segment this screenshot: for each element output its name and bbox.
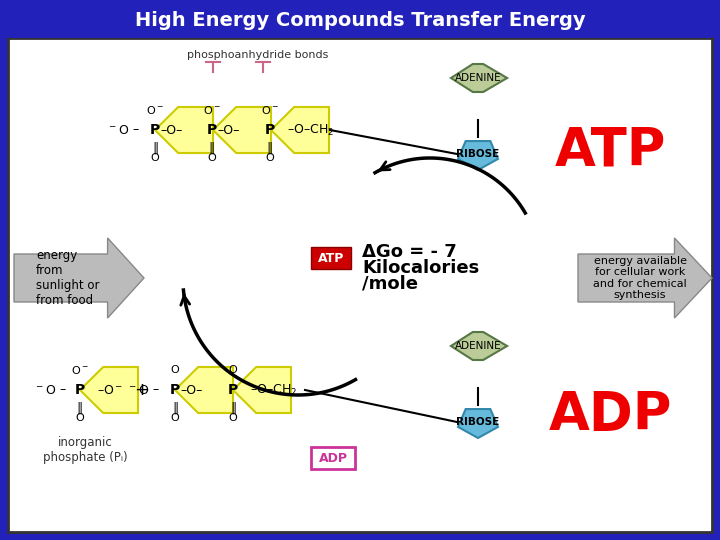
Polygon shape — [233, 367, 291, 413]
Text: ‖: ‖ — [77, 402, 83, 415]
Text: O: O — [171, 365, 179, 375]
Text: O$^-$: O$^-$ — [146, 104, 164, 116]
Text: O: O — [207, 153, 217, 163]
Text: ATP: ATP — [554, 124, 666, 176]
Polygon shape — [271, 107, 329, 153]
FancyBboxPatch shape — [311, 247, 351, 269]
Text: $^-$O: $^-$O — [107, 124, 129, 137]
Polygon shape — [458, 141, 498, 170]
Text: O: O — [266, 153, 274, 163]
Text: phosphoanhydride bonds: phosphoanhydride bonds — [187, 50, 329, 60]
Polygon shape — [14, 238, 144, 318]
FancyBboxPatch shape — [8, 4, 712, 38]
Text: Kilocalories: Kilocalories — [362, 259, 480, 277]
Text: –O$^-$: –O$^-$ — [97, 383, 123, 396]
Text: O$^-$: O$^-$ — [203, 104, 221, 116]
Text: –O–: –O– — [161, 124, 183, 137]
Text: ΔGo = - 7: ΔGo = - 7 — [362, 243, 456, 261]
Text: inorganic
phosphate (Pᵢ): inorganic phosphate (Pᵢ) — [42, 436, 127, 464]
Text: P: P — [228, 383, 238, 397]
Text: O: O — [229, 413, 238, 423]
Text: ‖: ‖ — [267, 141, 273, 154]
Polygon shape — [175, 367, 233, 413]
Text: O$^-$: O$^-$ — [261, 104, 279, 116]
Text: O: O — [229, 365, 238, 375]
FancyBboxPatch shape — [311, 447, 355, 469]
Text: –O–CH$_2$: –O–CH$_2$ — [250, 382, 297, 397]
Text: ‖: ‖ — [152, 141, 158, 154]
Text: ‖: ‖ — [172, 402, 178, 415]
Text: ATP: ATP — [318, 252, 344, 265]
Text: P: P — [75, 383, 85, 397]
Text: ‖: ‖ — [230, 402, 236, 415]
Polygon shape — [80, 367, 138, 413]
Text: P: P — [265, 123, 275, 137]
Text: RIBOSE: RIBOSE — [456, 417, 500, 427]
Text: O: O — [76, 413, 84, 423]
Text: P: P — [207, 123, 217, 137]
Text: –: – — [133, 124, 139, 137]
Text: P: P — [150, 123, 160, 137]
Text: ADENINE: ADENINE — [455, 73, 501, 83]
Text: –O–CH$_2$: –O–CH$_2$ — [287, 123, 334, 138]
Text: –O–: –O– — [181, 383, 203, 396]
Polygon shape — [213, 107, 271, 153]
Text: –O–: –O– — [218, 124, 240, 137]
Polygon shape — [451, 332, 507, 360]
Text: –: – — [153, 383, 159, 396]
Text: RIBOSE: RIBOSE — [456, 149, 500, 159]
Text: energy available
for cellular work
and for chemical
synthesis: energy available for cellular work and f… — [593, 255, 687, 300]
Text: O$^-$: O$^-$ — [71, 364, 89, 376]
Text: O: O — [150, 153, 159, 163]
Text: –: – — [60, 383, 66, 396]
Text: P: P — [170, 383, 180, 397]
Text: ADP: ADP — [318, 451, 348, 464]
Text: +: + — [135, 381, 150, 399]
Text: ADENINE: ADENINE — [455, 341, 501, 351]
Polygon shape — [578, 238, 712, 318]
Text: $^-$O: $^-$O — [127, 383, 149, 396]
Polygon shape — [155, 107, 213, 153]
FancyBboxPatch shape — [8, 38, 712, 532]
Text: O: O — [171, 413, 179, 423]
Text: High Energy Compounds Transfer Energy: High Energy Compounds Transfer Energy — [135, 11, 585, 30]
Text: ADP: ADP — [549, 389, 672, 441]
Text: ‖: ‖ — [209, 141, 215, 154]
Polygon shape — [458, 409, 498, 438]
Text: /mole: /mole — [362, 275, 418, 293]
Text: energy
from
sunlight or
from food: energy from sunlight or from food — [36, 249, 100, 307]
Polygon shape — [451, 64, 507, 92]
Text: $^-$O: $^-$O — [34, 383, 56, 396]
